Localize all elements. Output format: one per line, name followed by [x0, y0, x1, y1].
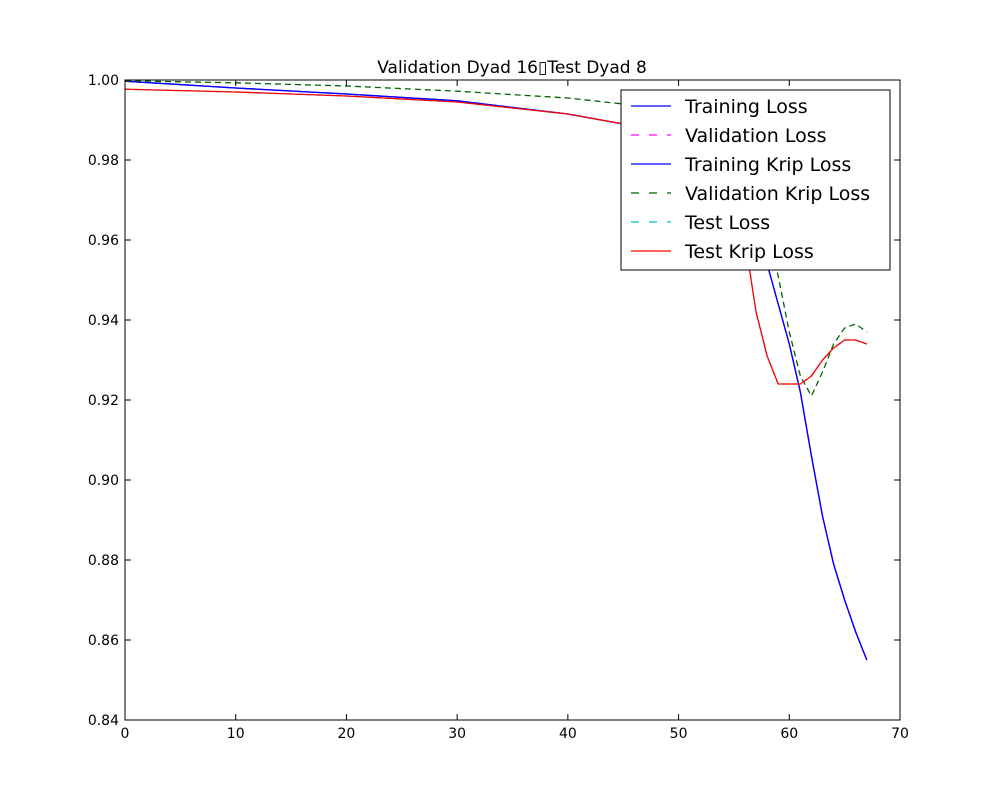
legend-label-1: Validation Loss: [685, 125, 827, 147]
y-tick-label: 0.92: [88, 393, 119, 409]
legend: Training Loss Validation Loss Training Kri…: [620, 89, 891, 271]
x-tick-label: 10: [227, 726, 245, 742]
ticks-layer: 0 10 20 30 40 50 60 70 0.84 0.86 0.88 0.90 0.92 0.94 0…: [88, 73, 909, 742]
x-tick-label: 60: [780, 726, 798, 742]
y-tick-label: 0.90: [88, 473, 119, 489]
y-tick-label: 0.94: [88, 313, 119, 329]
x-tick-label: 40: [559, 726, 577, 742]
y-tick-label: 0.84: [88, 713, 119, 729]
series-line-5: [124, 88, 868, 385]
legend-box: [620, 89, 891, 271]
x-tick-label: 30: [448, 726, 466, 742]
x-tick-label: 50: [670, 726, 688, 742]
legend-label-5: Test Krip Loss: [684, 241, 814, 263]
x-tick-label: 70: [891, 726, 909, 742]
x-tick-label: 20: [338, 726, 356, 742]
legend-label-4: Test Loss: [684, 212, 770, 234]
series-line-3: [124, 80, 868, 398]
y-tick-label: 0.96: [88, 233, 119, 249]
y-tick-label: 0.86: [88, 633, 119, 649]
legend-label-0: Training Loss: [684, 96, 808, 118]
chart-title: Validation Dyad 16▯Test Dyad 8: [377, 58, 647, 78]
y-tick-label: 0.98: [88, 153, 119, 169]
legend-label-2: Training Krip Loss: [684, 154, 851, 176]
y-tick-label: 1.00: [88, 73, 119, 89]
y-tick-label: 0.88: [88, 553, 119, 569]
legend-label-3: Validation Krip Loss: [685, 183, 870, 205]
x-tick-label: 0: [121, 726, 130, 742]
